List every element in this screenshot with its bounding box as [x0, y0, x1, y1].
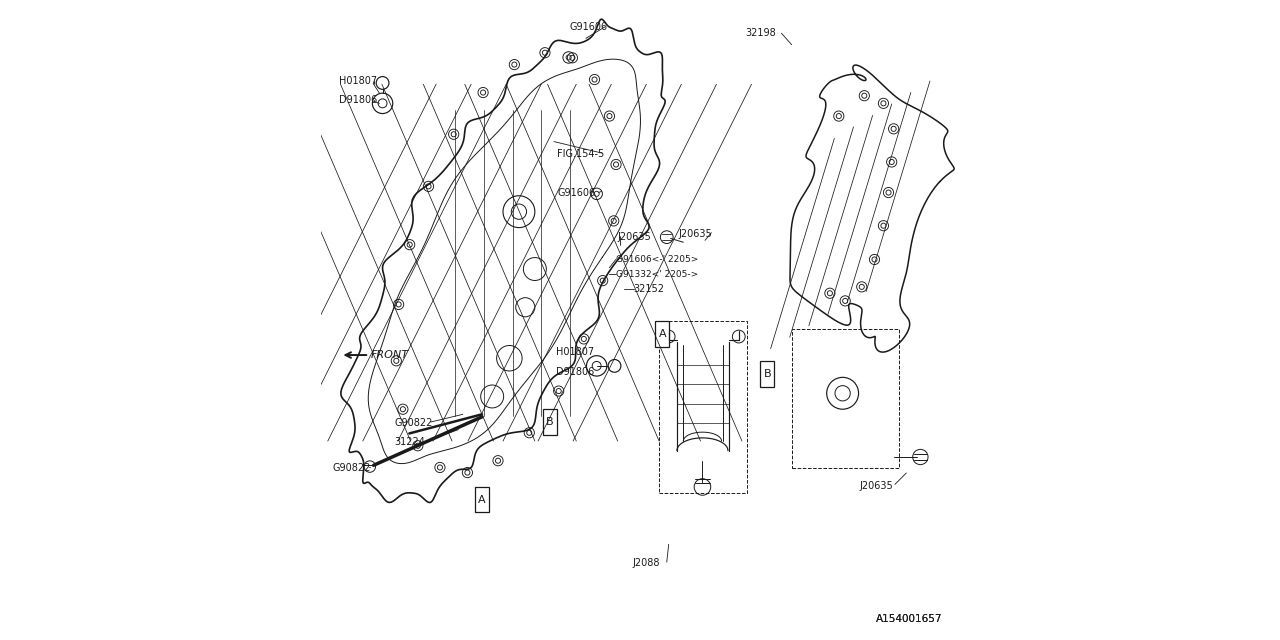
Bar: [543, 409, 557, 435]
Text: FRONT: FRONT: [370, 350, 408, 360]
Text: J20635: J20635: [678, 229, 712, 239]
Text: A: A: [479, 495, 486, 505]
Text: G91332<' 2205->: G91332<' 2205->: [616, 269, 698, 278]
Text: H01807: H01807: [556, 347, 594, 357]
Text: J2088: J2088: [632, 559, 660, 568]
Text: D91806: D91806: [339, 95, 378, 105]
Bar: [655, 321, 669, 347]
Text: H01807: H01807: [339, 76, 378, 86]
Text: G91606: G91606: [557, 188, 595, 198]
Text: J20635: J20635: [860, 481, 893, 491]
Text: 32152: 32152: [634, 284, 664, 294]
Text: A: A: [658, 329, 666, 339]
Text: G90822: G90822: [333, 463, 371, 473]
Text: B: B: [545, 417, 553, 427]
Text: G91606<-' 2205>: G91606<-' 2205>: [616, 255, 698, 264]
Text: A154001657: A154001657: [876, 614, 942, 625]
Text: 31224: 31224: [394, 437, 425, 447]
Bar: [760, 362, 774, 387]
Text: A154001657: A154001657: [876, 614, 942, 625]
Text: G90822: G90822: [394, 418, 433, 428]
Text: D91806: D91806: [556, 367, 594, 377]
Text: FIG.154-5: FIG.154-5: [557, 149, 604, 159]
Text: B: B: [764, 369, 772, 379]
Text: J20635: J20635: [618, 232, 652, 242]
Bar: [475, 487, 489, 513]
Text: G91606: G91606: [570, 22, 608, 32]
Text: 32198: 32198: [745, 28, 776, 38]
